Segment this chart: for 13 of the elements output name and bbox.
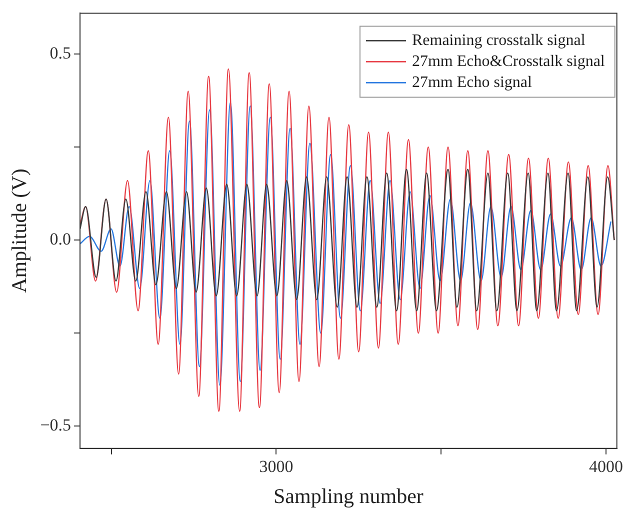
x-tick-label: 4000 [588, 457, 623, 476]
y-tick-label: 0.0 [50, 230, 72, 249]
legend-label: 27mm Echo signal [412, 74, 533, 91]
line-series [80, 168, 615, 312]
line-series [80, 102, 612, 386]
line-series [80, 68, 615, 412]
legend-label: Remaining crosstalk signal [412, 32, 586, 49]
y-tick-label: 0.5 [50, 44, 72, 63]
y-axis-title: Amplitude (V) [7, 168, 32, 293]
x-axis-title: Sampling number [273, 484, 424, 508]
legend-label: 27mm Echo&Crosstalk signal [412, 52, 606, 70]
y-tick-label: −0.5 [40, 416, 72, 435]
x-tick-label: 3000 [259, 457, 294, 476]
